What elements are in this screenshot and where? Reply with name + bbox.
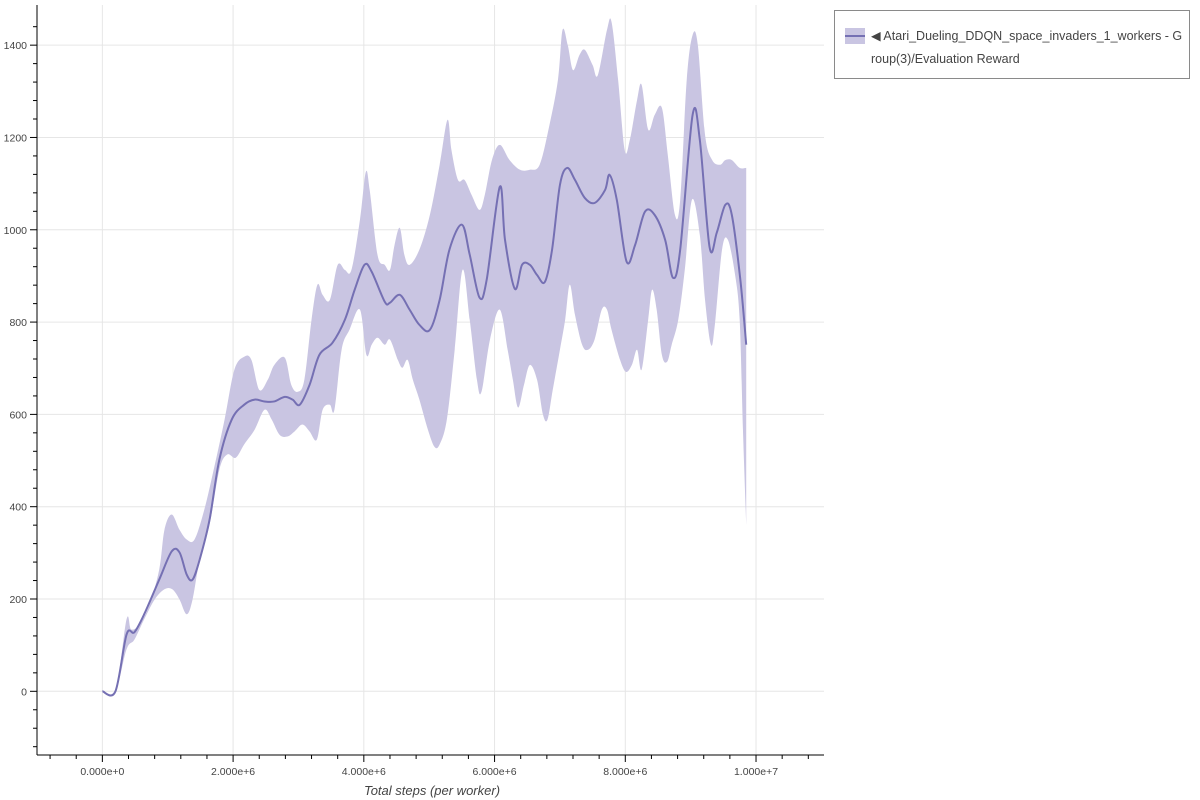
y-tick-label: 800 xyxy=(9,317,27,329)
y-tick-label: 200 xyxy=(9,594,27,606)
y-tick-label: 0 xyxy=(21,686,27,698)
legend: ◀ Atari_Dueling_DDQN_space_invaders_1_wo… xyxy=(834,10,1190,79)
legend-entry[interactable]: ◀ Atari_Dueling_DDQN_space_invaders_1_wo… xyxy=(871,29,1183,66)
y-tick-label: 1000 xyxy=(4,225,28,237)
confidence-band xyxy=(102,18,747,697)
x-tick-label: 0.000e+0 xyxy=(80,766,124,778)
x-tick-label: 6.000e+6 xyxy=(473,766,517,778)
x-axis-label: Total steps (per worker) xyxy=(364,783,500,798)
x-tick-label: 2.000e+6 xyxy=(211,766,255,778)
axes: 0.000e+0 2.000e+6 4.000e+6 6.000e+6 8.000e+6… xyxy=(4,5,824,778)
y-tick-label: 400 xyxy=(9,502,27,514)
x-tick-label: 1.000e+7 xyxy=(734,766,778,778)
x-tick-label: 4.000e+6 xyxy=(342,766,386,778)
legend-swatch-icon xyxy=(845,28,865,44)
mean-line xyxy=(102,106,748,697)
y-tick-label: 600 xyxy=(9,409,27,421)
y-tick-label: 1400 xyxy=(4,40,28,52)
x-tick-label: 8.000e+6 xyxy=(603,766,647,778)
y-tick-label: 1200 xyxy=(4,132,28,144)
